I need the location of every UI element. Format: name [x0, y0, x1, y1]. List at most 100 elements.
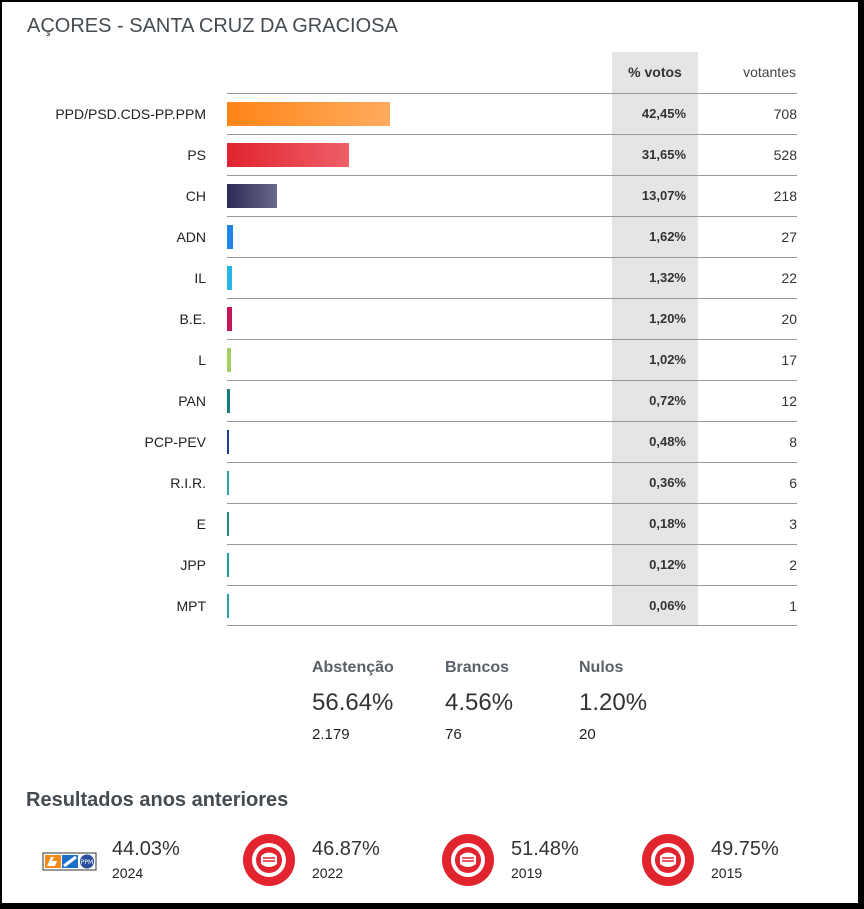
- vote-pct: 1,62%: [649, 229, 686, 244]
- vote-bar: [227, 348, 231, 372]
- stat-pct: 4.56%: [445, 689, 514, 716]
- header-pct-votos: % votos: [628, 64, 682, 80]
- table-row: CH 13,07% 218: [2, 175, 858, 216]
- vote-count: 17: [781, 352, 797, 368]
- vote-pct: 0,48%: [649, 434, 686, 449]
- stat-nulos: Nulos 1.20% 20: [579, 659, 647, 743]
- vote-bar: [227, 102, 390, 126]
- table-row: R.I.R. 0,36% 6: [2, 462, 858, 503]
- stat-pct: 56.64%: [312, 689, 394, 716]
- ad-coalition-logo-icon: PPM: [42, 852, 97, 871]
- stat-count: 2.179: [312, 726, 350, 743]
- party-name: CH: [185, 188, 206, 204]
- stat-label: Abstenção: [312, 659, 394, 676]
- table-row: E 0,18% 3: [2, 503, 858, 544]
- table-row: ADN 1,62% 27: [2, 216, 858, 257]
- party-name: PS: [187, 147, 206, 163]
- vote-count: 1: [789, 598, 797, 614]
- row-divider: [227, 380, 797, 381]
- stat-count: 20: [579, 726, 596, 743]
- previous-year: 2022: [312, 865, 344, 881]
- stat-brancos: Brancos 4.56% 76: [445, 659, 513, 743]
- vote-bar: [227, 389, 230, 413]
- party-name: PPD/PSD.CDS-PP.PPM: [55, 106, 206, 122]
- vote-pct: 31,65%: [641, 147, 686, 162]
- table-row: MPT 0,06% 1: [2, 585, 858, 626]
- row-divider: [227, 257, 797, 258]
- party-name: IL: [194, 270, 206, 286]
- vote-pct: 0,72%: [649, 393, 686, 408]
- vote-count: 708: [773, 106, 797, 122]
- party-name: PCP-PEV: [144, 434, 206, 450]
- page-title: AÇORES - SANTA CRUZ DA GRACIOSA: [27, 15, 398, 37]
- vote-bar: [227, 594, 229, 618]
- party-name: MPT: [176, 598, 206, 614]
- stat-label: Nulos: [579, 659, 624, 676]
- vote-bar: [227, 553, 229, 577]
- vote-count: 8: [789, 434, 797, 450]
- party-name: B.E.: [179, 311, 206, 327]
- vote-count: 218: [773, 188, 797, 204]
- vote-bar: [227, 225, 234, 249]
- ps-fist-logo-icon: [243, 834, 295, 886]
- previous-pct: 44.03%: [112, 838, 180, 860]
- stat-abstencao: Abstenção 56.64% 2.179: [312, 659, 394, 743]
- previous-pct: 51.48%: [511, 838, 579, 860]
- vote-bar: [227, 430, 229, 454]
- vote-count: 12: [781, 393, 797, 409]
- vote-pct: 0,18%: [649, 516, 686, 531]
- table-row: JPP 0,12% 2: [2, 544, 858, 585]
- vote-bar: [227, 307, 232, 331]
- previous-year: 2015: [711, 865, 743, 881]
- ps-fist-logo-icon: [442, 834, 494, 886]
- table-bottom-line: [227, 625, 797, 626]
- vote-count: 27: [781, 229, 797, 245]
- row-divider: [227, 298, 797, 299]
- vote-count: 6: [789, 475, 797, 491]
- previous-pct: 49.75%: [711, 838, 779, 860]
- row-divider: [227, 544, 797, 545]
- svg-text:PPM: PPM: [81, 859, 93, 866]
- vote-pct: 1,20%: [649, 311, 686, 326]
- row-divider: [227, 93, 797, 94]
- vote-pct: 0,06%: [649, 598, 686, 613]
- vote-count: 528: [773, 147, 797, 163]
- table-row: IL 1,32% 22: [2, 257, 858, 298]
- table-row: L 1,02% 17: [2, 339, 858, 380]
- row-divider: [227, 503, 797, 504]
- vote-pct: 1,32%: [649, 270, 686, 285]
- previous-year: 2024: [112, 865, 144, 881]
- results-table: % votos votantes PPD/PSD.CDS-PP.PPM 42,45…: [2, 2, 858, 642]
- row-divider: [227, 339, 797, 340]
- header-votantes: votantes: [743, 64, 796, 80]
- party-name: PAN: [178, 393, 206, 409]
- previous-pct: 46.87%: [312, 838, 380, 860]
- vote-pct: 1,02%: [649, 352, 686, 367]
- row-divider: [227, 421, 797, 422]
- vote-count: 3: [789, 516, 797, 532]
- vote-bar: [227, 512, 229, 536]
- table-row: PS 31,65% 528: [2, 134, 858, 175]
- stat-count: 76: [445, 726, 462, 743]
- stat-pct: 1.20%: [579, 689, 648, 716]
- previous-results-title: Resultados anos anteriores: [26, 789, 289, 811]
- vote-count: 2: [789, 557, 797, 573]
- vote-pct: 13,07%: [641, 188, 686, 203]
- stat-label: Brancos: [445, 659, 510, 676]
- row-divider: [227, 216, 797, 217]
- vote-bar: [227, 184, 278, 208]
- vote-count: 22: [781, 270, 797, 286]
- party-name: E: [196, 516, 206, 532]
- party-name: R.I.R.: [170, 475, 206, 491]
- table-row: B.E. 1,20% 20: [2, 298, 858, 339]
- vote-pct: 0,36%: [649, 475, 686, 490]
- row-divider: [227, 462, 797, 463]
- vote-pct: 0,12%: [649, 557, 686, 572]
- table-row: PAN 0,72% 12: [2, 380, 858, 421]
- vote-pct: 42,45%: [641, 106, 686, 121]
- vote-bar: [227, 471, 229, 495]
- ps-fist-logo-icon: [642, 834, 694, 886]
- table-row: PPD/PSD.CDS-PP.PPM 42,45% 708: [2, 93, 858, 134]
- previous-year: 2019: [511, 865, 543, 881]
